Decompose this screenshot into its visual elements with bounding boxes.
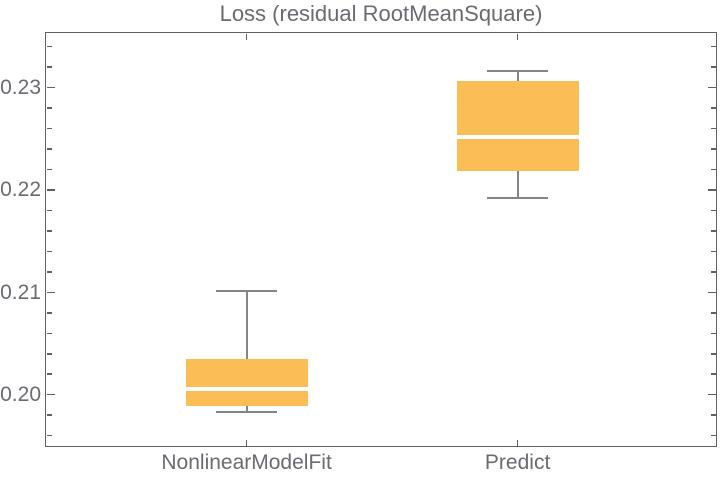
y-major-tick-left xyxy=(46,291,55,294)
y-minor-tick-right xyxy=(710,332,716,334)
y-minor-tick-left xyxy=(46,312,52,314)
y-tick-label: 0.22 xyxy=(0,178,41,202)
y-minor-tick-right xyxy=(710,373,716,375)
median-line xyxy=(456,134,579,139)
y-major-tick-right xyxy=(707,393,716,396)
x-category-label: NonlinearModelFit xyxy=(161,451,332,474)
y-tick-label: 0.21 xyxy=(0,280,41,304)
y-minor-tick-left xyxy=(46,148,52,150)
whisker-lower-stem xyxy=(245,406,248,413)
whisker-upper-cap xyxy=(487,69,549,73)
y-major-tick-right xyxy=(707,86,716,89)
y-minor-tick-right xyxy=(710,250,716,253)
y-minor-tick-left xyxy=(46,353,52,355)
y-major-tick-left xyxy=(46,393,55,396)
y-minor-tick-left xyxy=(46,250,52,253)
whisker-upper-cap xyxy=(216,289,278,293)
y-minor-tick-right xyxy=(710,45,716,48)
y-minor-tick-left xyxy=(46,230,52,232)
y-minor-tick-right xyxy=(710,230,716,232)
y-minor-tick-right xyxy=(710,353,716,355)
y-minor-tick-right xyxy=(710,66,716,68)
y-minor-tick-left xyxy=(46,127,52,130)
y-minor-tick-right xyxy=(710,127,716,130)
y-minor-tick-left xyxy=(46,209,52,212)
y-minor-tick-right xyxy=(710,168,716,171)
median-line xyxy=(185,386,308,391)
y-minor-tick-left xyxy=(46,373,52,375)
whisker-upper-stem xyxy=(245,291,248,359)
y-minor-tick-left xyxy=(46,168,52,171)
whisker-upper-stem xyxy=(516,70,519,82)
x-tick-bottom xyxy=(516,439,519,446)
y-tick-label: 0.23 xyxy=(0,75,41,99)
y-minor-tick-left xyxy=(46,414,52,416)
y-minor-tick-right xyxy=(710,434,716,437)
whisker-lower-stem xyxy=(516,171,519,198)
y-tick-label: 0.20 xyxy=(0,383,41,407)
whisker-lower-cap xyxy=(216,410,278,414)
plot-frame xyxy=(45,32,717,447)
y-minor-tick-right xyxy=(710,312,716,314)
x-tick-top xyxy=(516,33,519,40)
box xyxy=(185,358,308,406)
whisker-lower-cap xyxy=(487,196,549,200)
y-minor-tick-left xyxy=(46,434,52,437)
y-major-tick-right xyxy=(707,189,716,191)
y-minor-tick-right xyxy=(710,271,716,273)
x-tick-bottom xyxy=(245,439,248,446)
y-minor-tick-left xyxy=(46,107,52,109)
y-minor-tick-right xyxy=(710,209,716,212)
y-minor-tick-left xyxy=(46,45,52,48)
y-major-tick-left xyxy=(46,86,55,89)
y-minor-tick-left xyxy=(46,332,52,334)
x-tick-top xyxy=(245,33,248,40)
y-minor-tick-left xyxy=(46,271,52,273)
x-category-label: Predict xyxy=(484,451,551,474)
y-major-tick-right xyxy=(707,291,716,294)
y-minor-tick-right xyxy=(710,148,716,150)
chart-title: Loss (residual RootMeanSquare) xyxy=(219,1,543,26)
box xyxy=(456,81,579,172)
y-minor-tick-right xyxy=(710,107,716,109)
y-minor-tick-left xyxy=(46,66,52,68)
y-major-tick-left xyxy=(46,189,55,191)
y-minor-tick-right xyxy=(710,414,716,416)
